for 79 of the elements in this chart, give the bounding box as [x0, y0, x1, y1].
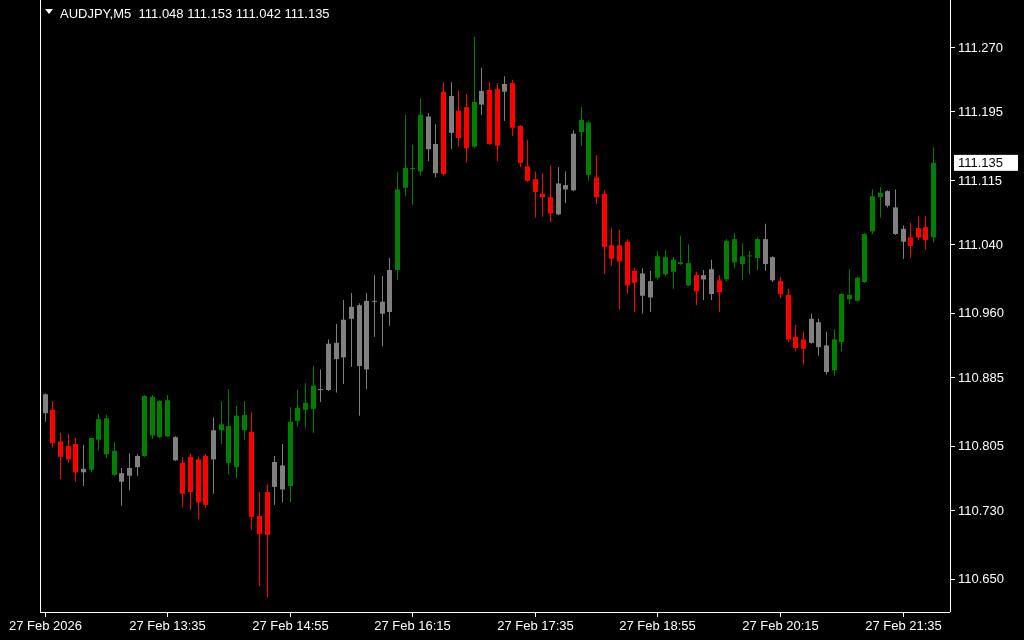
candlestick [916, 215, 921, 241]
y-tick-label: 110.730 [958, 502, 1005, 518]
candlestick [525, 139, 530, 183]
candlestick [632, 267, 637, 313]
candlestick [295, 389, 300, 428]
candlestick [755, 236, 760, 271]
candlestick [127, 452, 132, 491]
candlestick [878, 186, 883, 219]
candlestick [257, 491, 262, 587]
candlestick [901, 224, 906, 260]
x-tick-label: 27 Feb 16:15 [374, 618, 451, 633]
candlestick [855, 276, 860, 303]
x-tick-label: 27 Feb 2026 [8, 618, 83, 633]
candlestick [732, 232, 737, 269]
candlestick [548, 164, 553, 223]
candlestick [809, 313, 814, 345]
candlestick [219, 400, 224, 445]
candlestick [678, 235, 683, 266]
candlestick [671, 256, 676, 290]
candlestick [694, 271, 699, 306]
text: AUDJPY,M5 111.048 111.153 111.042 111.135 [60, 6, 330, 21]
candlestick [479, 67, 484, 116]
y-tick-label: 110.805 [958, 438, 1005, 454]
candlestick [747, 250, 752, 275]
candlestick [533, 170, 538, 219]
candlestick [778, 276, 783, 299]
candlestick [403, 114, 408, 197]
candlestick [617, 229, 622, 310]
candlestick [740, 242, 745, 281]
candlestick [58, 432, 63, 480]
candlestick [318, 368, 323, 403]
candlestick [135, 453, 140, 477]
text: 111.135 [958, 155, 1004, 171]
candlestick [770, 255, 775, 283]
candlestick [334, 323, 339, 394]
candlestick [847, 268, 852, 305]
candlestick [686, 243, 691, 287]
candlestick [579, 106, 584, 147]
candlestick [380, 275, 385, 347]
candlestick [303, 382, 308, 429]
candlestick [923, 215, 928, 250]
y-tick-label: 110.650 [958, 571, 1005, 587]
candlestick [43, 392, 48, 423]
candlestick [594, 154, 599, 205]
candlestick [640, 267, 645, 315]
candlestick [793, 324, 798, 352]
y-tick-label: 110.960 [958, 305, 1005, 321]
candlestick [349, 292, 354, 368]
x-tick-label: 27 Feb 18:55 [619, 618, 696, 633]
x-tick-label: 27 Feb 20:15 [742, 618, 819, 633]
candlestick [242, 400, 247, 441]
candlestick [648, 270, 653, 313]
x-tick-label: 27 Feb 21:35 [865, 618, 942, 633]
candlestick [701, 269, 706, 301]
candlestick [502, 75, 507, 122]
candlestick [908, 222, 913, 259]
x-tick-label: 27 Feb 13:35 [129, 618, 206, 633]
candlestick [655, 250, 660, 280]
candlestick [280, 443, 285, 503]
x-tick-label: 27 Feb 14:55 [252, 618, 329, 633]
candlestick [372, 274, 377, 338]
y-tick-label: 110.885 [958, 369, 1005, 385]
candlestick [801, 331, 806, 365]
candlestick [717, 274, 722, 313]
x-tick-label: 27 Feb 17:35 [497, 618, 574, 633]
y-tick-label: 111.115 [958, 172, 1003, 188]
candlestick [96, 413, 101, 452]
candlestick [563, 170, 568, 204]
candlestick [311, 365, 316, 434]
candlestick [173, 435, 178, 462]
candlestick [112, 441, 117, 477]
candlestick [663, 249, 668, 277]
y-tick-label: 111.195 [958, 103, 1004, 119]
candlestick [66, 433, 71, 464]
candlestick [609, 227, 614, 267]
y-tick-label: 111.270 [958, 39, 1004, 55]
y-tick-label: 111.040 [958, 236, 1004, 252]
candlestick [410, 144, 415, 206]
candlestick [119, 467, 124, 507]
